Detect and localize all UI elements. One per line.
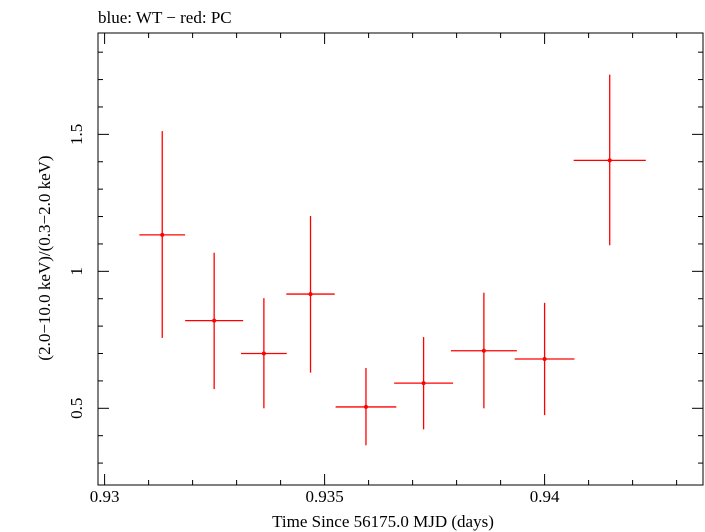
chart-title: blue: WT − red: PC [98,8,232,27]
data-marker [542,356,547,361]
x-tick-label: 0.94 [530,487,560,506]
y-tick-label: 0.5 [67,398,86,419]
data-point [514,302,575,416]
data-marker [421,381,426,386]
data-point [286,215,335,373]
axis-tick-labels: 0.93 0.935 0.94 0.5 1 1.5 [67,124,560,506]
data-point [394,337,454,430]
data-point [450,292,517,409]
data-marker [481,348,486,353]
data-marker [607,158,612,163]
y-axis-label: (2.0−10.0 keV)/(0.3−2.0 keV) [35,155,54,360]
data-point [573,74,646,246]
data-point [241,298,287,409]
data-marker [160,232,165,237]
y-tick-label: 1.5 [67,124,86,145]
data-points [139,74,646,446]
data-marker [363,404,368,409]
plot-frame [97,32,704,486]
axis-ticks [98,33,703,485]
x-tick-label: 0.93 [90,487,120,506]
data-marker [261,351,266,356]
data-point [335,368,397,446]
x-tick-label: 0.935 [305,487,343,506]
data-marker [308,292,313,297]
data-point [139,131,186,338]
y-tick-label: 1 [67,267,86,276]
data-point [185,252,244,390]
data-marker [212,318,217,323]
x-axis-label: Time Since 56175.0 MJD (days) [272,512,494,531]
